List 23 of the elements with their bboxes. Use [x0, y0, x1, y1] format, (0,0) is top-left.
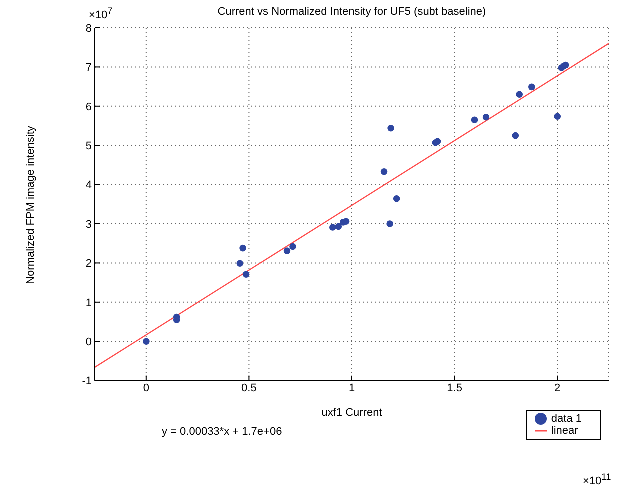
text: y = 0.00033*x + 1.7e+06 — [162, 426, 282, 438]
x-tick-label: 0 — [143, 382, 150, 395]
x-tick-label: 1.5 — [447, 382, 462, 395]
y-tick-label: 5 — [86, 140, 92, 153]
y-tick-label: 4 — [86, 180, 92, 192]
x-tick-label: 2 — [554, 382, 561, 395]
x-tick-label: 1 — [348, 382, 356, 395]
chart-title: Current vs Normalized Intensity for UF5 (subt baseline) — [218, 6, 486, 18]
y-tick-label: 6 — [86, 101, 92, 114]
text: ×10$^{7}$ — [89, 6, 113, 22]
y-tick-label: 1 — [86, 297, 92, 310]
y-tick-label: 2 — [86, 258, 92, 270]
y-tick-label: 8 — [86, 22, 92, 35]
y-axis-title: Normalized FPM image intensity — [24, 126, 37, 284]
x-tick-label: 0.5 — [242, 382, 257, 395]
y-tick-label: 7 — [86, 62, 92, 74]
legend-label: linear — [551, 424, 578, 437]
x-axis-title: uxf1 Current — [322, 406, 382, 419]
legend-label: data 1 — [551, 412, 582, 425]
y-tick-label: -1 — [82, 376, 92, 388]
y-tick-label: 3 — [86, 218, 92, 231]
y-tick-label: 0 — [86, 336, 92, 349]
text: ×10$^{11}$ — [583, 472, 612, 485]
